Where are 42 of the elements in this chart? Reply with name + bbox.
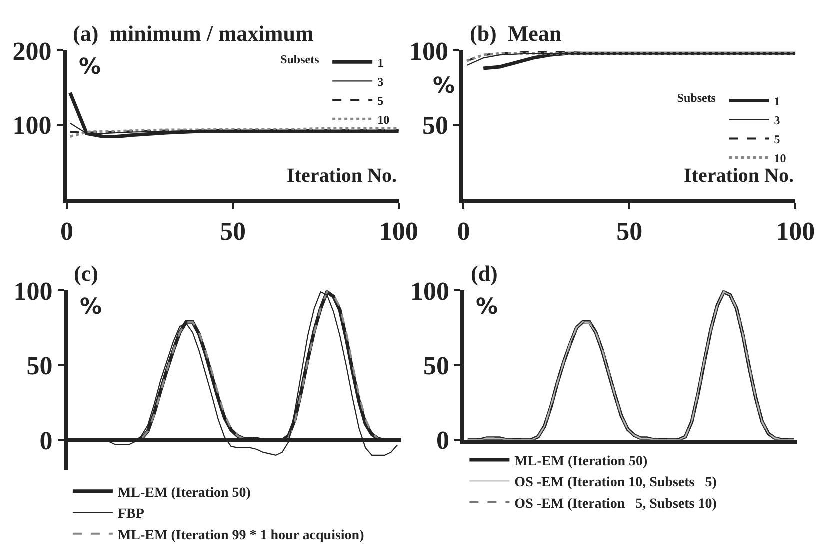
legend-label: 1 [378, 56, 384, 70]
legend-label: 10 [774, 151, 786, 166]
y-tick-label: 50 [423, 351, 450, 380]
legend-label: ML-EM (Iteration 50) [118, 486, 252, 501]
y-tick-label: 0 [436, 426, 450, 455]
legend-label: FBP [118, 507, 145, 522]
y-tick-label: 100 [410, 276, 450, 306]
y-tick-label: 50 [422, 110, 449, 140]
legend-label: OS -EM (Iteration 10, Subsets 5) [514, 476, 718, 491]
chart-title: (d) [471, 261, 498, 286]
y-tick-label: 100 [410, 36, 449, 66]
y-axis-title: % [79, 55, 102, 80]
x-tick-label: 0 [60, 217, 74, 246]
legend-label: 3 [378, 74, 384, 89]
legend-label: 10 [378, 112, 390, 127]
y-axis-title: % [476, 295, 498, 320]
legend-label: 5 [378, 94, 384, 108]
legend-label: 5 [774, 132, 780, 146]
chart-title: (b) Mean [470, 21, 562, 46]
x-tick-label: 50 [616, 217, 643, 246]
y-tick-label: 0 [40, 426, 53, 456]
chart-title: (c) [74, 261, 98, 286]
y-tick-label: 100 [12, 110, 52, 140]
x-axis-title: Iteration No. [287, 165, 397, 187]
x-axis-title: Iteration No. [684, 165, 794, 187]
x-tick-label: 0 [457, 217, 470, 246]
y-tick-label: 50 [26, 352, 53, 381]
y-tick-label: 200 [12, 36, 52, 66]
x-tick-label: 100 [379, 217, 418, 246]
legend-label: 1 [774, 94, 780, 108]
y-axis-title: % [433, 74, 456, 99]
legend-label: 3 [774, 113, 780, 128]
x-tick-label: 50 [220, 217, 246, 246]
y-tick-label: 100 [14, 276, 53, 306]
legend-label: ML-EM (Iteration 99 * 1 hour acquision) [118, 528, 365, 544]
x-tick-label: 100 [776, 217, 816, 246]
legend-label: OS -EM (Iteration 5, Subsets 10) [514, 496, 718, 512]
legend-title: Subsets [677, 90, 716, 105]
chart-title: (a) minimum / maximum [73, 21, 314, 46]
legend-label: ML-EM (Iteration 50) [514, 454, 648, 470]
legend-title: Subsets [280, 52, 320, 66]
y-axis-title: % [80, 295, 102, 320]
